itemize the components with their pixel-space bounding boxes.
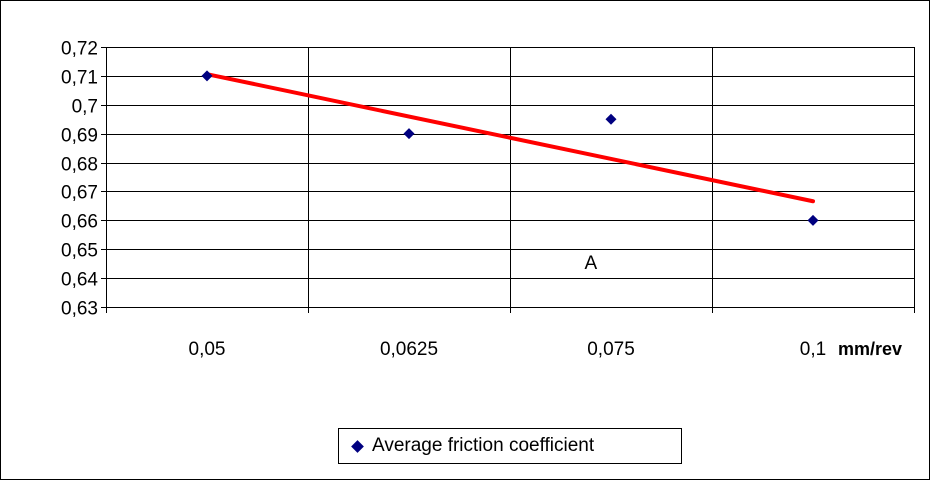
annotation-text: A [584, 253, 597, 274]
data-point [605, 113, 617, 125]
y-tick-label: 0,64 [61, 270, 98, 291]
data-point [403, 128, 415, 140]
x-tick-labels: 0,05 0,0625 0,075 0,1 [189, 339, 827, 360]
y-tick-label: 0,72 [61, 39, 98, 60]
legend-diamond-icon [351, 439, 364, 453]
data-point [807, 214, 819, 226]
x-tick-label: 0,1 [800, 339, 826, 360]
annotations: A [584, 253, 597, 274]
y-tick-label: 0,65 [61, 241, 98, 262]
x-axis-unit: mm/rev [838, 339, 902, 359]
y-tick-label: 0,63 [61, 299, 98, 320]
x-tick-label: 0,05 [189, 339, 226, 360]
legend-label: Average friction coefficient [372, 435, 595, 456]
y-tick-label: 0,71 [61, 68, 98, 89]
y-tick-label: 0,66 [61, 212, 98, 233]
trend-line [205, 72, 815, 204]
y-tick-label: 0,7 [72, 97, 98, 118]
data-points [201, 70, 819, 226]
x-tick-label: 0,075 [587, 339, 635, 360]
grid-lines [106, 47, 915, 307]
y-tick-label: 0,68 [61, 155, 98, 176]
axes [101, 47, 915, 313]
y-tick-label: 0,69 [61, 126, 98, 147]
legend: Average friction coefficient [338, 428, 682, 464]
y-tick-label: 0,67 [61, 183, 98, 204]
y-tick-labels: 0,63 0,64 0,65 0,66 0,67 0,68 0,69 0,7 0,71 0,72 [61, 39, 98, 320]
x-tick-label: 0,0625 [380, 339, 438, 360]
data-point [201, 70, 213, 82]
